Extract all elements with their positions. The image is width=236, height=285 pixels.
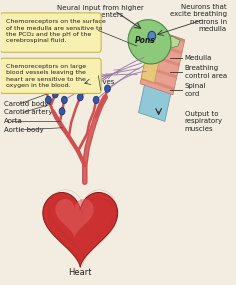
Text: Aortic body: Aortic body xyxy=(4,127,44,133)
Circle shape xyxy=(77,93,83,101)
Text: Pons: Pons xyxy=(135,36,155,46)
Polygon shape xyxy=(43,192,118,267)
Polygon shape xyxy=(151,28,185,42)
Ellipse shape xyxy=(128,20,171,64)
Text: Carotid body: Carotid body xyxy=(4,101,49,107)
Polygon shape xyxy=(55,199,94,237)
Polygon shape xyxy=(141,77,174,91)
Text: Neurons that
excite breathing
neurons in
medulla: Neurons that excite breathing neurons in… xyxy=(170,3,227,32)
Polygon shape xyxy=(149,40,182,54)
Circle shape xyxy=(52,91,58,98)
Text: Carotid artery: Carotid artery xyxy=(4,109,53,115)
Circle shape xyxy=(46,96,51,104)
Polygon shape xyxy=(147,46,181,60)
Text: Heart: Heart xyxy=(68,268,92,277)
Text: Medulla: Medulla xyxy=(185,55,212,61)
Text: Nerves: Nerves xyxy=(90,79,115,85)
Polygon shape xyxy=(146,52,180,66)
Ellipse shape xyxy=(152,44,168,59)
Circle shape xyxy=(61,96,67,104)
Circle shape xyxy=(148,31,156,41)
Polygon shape xyxy=(140,29,185,95)
Polygon shape xyxy=(143,64,177,79)
Text: Spinal
cord: Spinal cord xyxy=(185,83,206,97)
Text: Neural input from higher
brain centers: Neural input from higher brain centers xyxy=(57,5,144,19)
Circle shape xyxy=(59,108,65,115)
Polygon shape xyxy=(150,34,184,48)
Polygon shape xyxy=(141,37,163,83)
Text: Chemoreceptors on large
blood vessels leaving the
heart are sensitive to the
oxy: Chemoreceptors on large blood vessels le… xyxy=(6,64,87,88)
Text: Chemoreceptors on the surface
of the medulla are sensitive to
the PCO₂ and the p: Chemoreceptors on the surface of the med… xyxy=(6,19,106,43)
FancyBboxPatch shape xyxy=(0,58,101,93)
Polygon shape xyxy=(160,36,180,48)
Text: Output to
respiratory
muscles: Output to respiratory muscles xyxy=(185,111,223,132)
Text: Aorta: Aorta xyxy=(4,118,23,124)
Circle shape xyxy=(105,85,110,92)
FancyBboxPatch shape xyxy=(0,13,101,52)
Polygon shape xyxy=(142,71,176,85)
Circle shape xyxy=(93,96,99,104)
Polygon shape xyxy=(145,58,178,73)
Polygon shape xyxy=(139,30,182,121)
Text: Breathing
control area: Breathing control area xyxy=(185,66,227,79)
Circle shape xyxy=(43,85,49,92)
